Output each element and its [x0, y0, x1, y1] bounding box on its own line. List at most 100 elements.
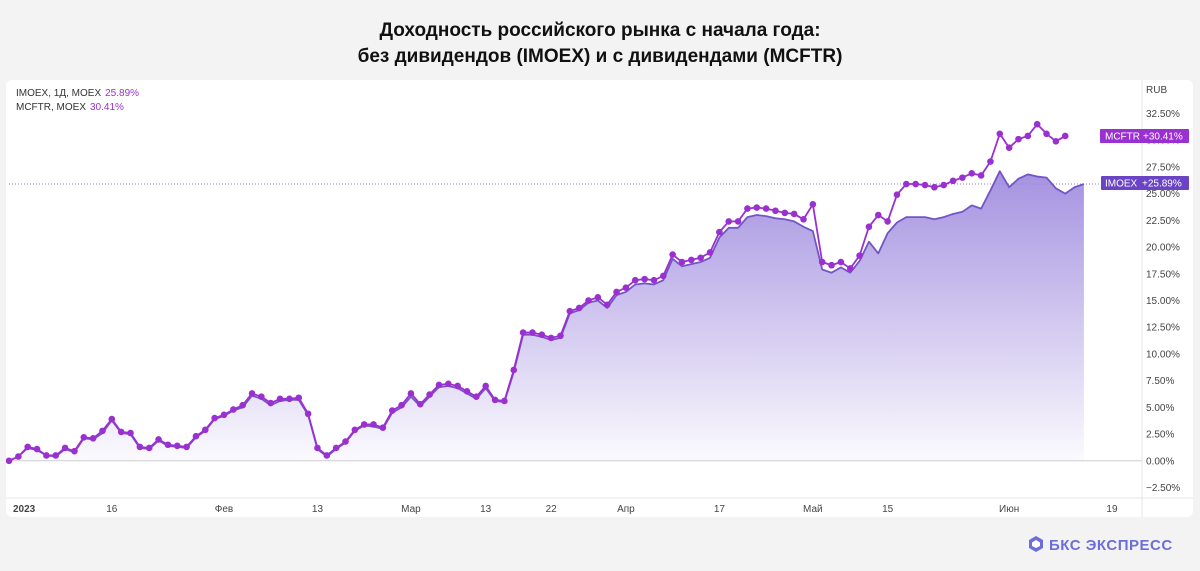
mcftr-point — [594, 293, 602, 301]
y-tick-label: 0.00% — [1146, 456, 1174, 467]
mcftr-point — [61, 444, 69, 452]
mcftr-point — [557, 332, 564, 340]
mcftr-badge-value: +30.41% — [1143, 132, 1183, 143]
y-tick-label: 22.50% — [1146, 216, 1180, 227]
x-tick-label: 19 — [1106, 504, 1118, 515]
legend-imoex-label: IMOEX, 1Д, MOEX — [16, 88, 102, 99]
y-tick-label: 7.50% — [1146, 376, 1174, 387]
mcftr-point — [398, 401, 405, 409]
mcftr-point — [678, 258, 686, 266]
mcftr-point — [323, 452, 331, 459]
mcftr-point — [800, 215, 807, 223]
mcftr-point — [99, 427, 106, 435]
mcftr-point — [903, 180, 910, 188]
mcftr-point — [688, 256, 695, 264]
y-tick-label: −2.50% — [1146, 483, 1180, 494]
brand-logo: БКС ЭКСПРЕСС — [1027, 535, 1173, 554]
mcftr-point — [697, 254, 704, 262]
y-tick-label: 32.50% — [1146, 109, 1180, 120]
mcftr-point — [650, 276, 658, 284]
x-tick-label: Апр — [617, 504, 635, 515]
mcftr-point — [304, 410, 312, 418]
x-tick-label: 13 — [480, 504, 492, 515]
mcftr-point — [706, 249, 714, 256]
mcftr-point — [52, 452, 60, 459]
mcftr-point — [164, 441, 172, 449]
mcftr-point — [501, 397, 508, 405]
legend-mcftr[interactable]: MCFTR, MOEX 30.41% — [16, 102, 124, 113]
mcftr-point — [43, 452, 50, 459]
mcftr-point — [846, 265, 854, 272]
mcftr-point — [631, 276, 639, 284]
mcftr-point — [15, 453, 22, 460]
mcftr-point — [940, 181, 948, 189]
value-badges: MCFTR +30.41% IMOEX +25.89% — [1100, 129, 1189, 190]
mcftr-point — [753, 204, 761, 211]
x-tick-label: Май — [803, 504, 823, 515]
x-tick-label: Июн — [999, 504, 1019, 515]
mcftr-point — [435, 381, 443, 389]
chart-title-line-1: Доходность российского рынка с начала го… — [379, 20, 821, 41]
legend-mcftr-value: 30.41% — [90, 102, 124, 113]
mcftr-point — [89, 435, 97, 442]
mcftr-point — [762, 205, 770, 212]
mcftr-point — [987, 158, 994, 165]
mcftr-point — [108, 415, 116, 423]
mcftr-point — [117, 428, 125, 436]
y-tick-label: 15.00% — [1146, 296, 1180, 307]
mcftr-point — [1024, 132, 1032, 140]
x-tick-label: Мар — [401, 504, 421, 515]
mcftr-point — [295, 394, 303, 402]
mcftr-point — [744, 205, 751, 212]
chart-title-line-2: без дивидендов (IMOEX) и с дивидендами (… — [357, 46, 843, 67]
mcftr-point — [71, 447, 78, 455]
mcftr-point — [454, 382, 461, 390]
mcftr-point — [538, 331, 546, 338]
y-tick-label: 10.00% — [1146, 349, 1180, 360]
mcftr-point — [276, 395, 284, 403]
mcftr-point — [781, 209, 789, 217]
mcftr-point — [575, 304, 583, 312]
x-tick-label: 2023 — [13, 504, 36, 515]
legend-imoex[interactable]: IMOEX, 1Д, MOEX 25.89% — [16, 88, 139, 99]
x-tick-label: 15 — [882, 504, 894, 515]
mcftr-point — [426, 391, 433, 398]
mcftr-point — [1015, 135, 1022, 143]
mcftr-point — [921, 181, 929, 189]
currency-label: RUB — [1146, 85, 1167, 96]
mcftr-point — [977, 172, 985, 179]
mcftr-point — [529, 329, 536, 336]
mcftr-point — [809, 201, 817, 208]
legend-mcftr-label: MCFTR, MOEX — [16, 102, 86, 113]
mcftr-point — [463, 388, 471, 395]
mcftr-point — [370, 421, 377, 428]
mcftr-point — [1043, 130, 1050, 138]
mcftr-point — [267, 399, 275, 407]
mcftr-point — [473, 393, 480, 400]
y-tick-label: 20.00% — [1146, 243, 1180, 254]
mcftr-point — [145, 444, 153, 452]
mcftr-badge-name: MCFTR — [1105, 132, 1140, 143]
mcftr-point — [547, 334, 555, 342]
mcftr-point — [1052, 137, 1060, 145]
mcftr-point — [136, 443, 144, 451]
y-tick-label: 5.00% — [1146, 403, 1174, 414]
mcftr-point — [192, 432, 200, 440]
mcftr-point — [837, 258, 845, 266]
x-tick-label: 13 — [312, 504, 324, 515]
mcftr-point — [351, 426, 359, 434]
mcftr-point — [342, 438, 349, 445]
y-tick-label: 2.50% — [1146, 430, 1174, 441]
mcftr-point — [884, 218, 891, 225]
x-tick-label: Фев — [215, 504, 233, 515]
brand-text: БКС ЭКСПРЕСС — [1049, 537, 1173, 554]
mcftr-point — [360, 421, 368, 428]
mcftr-point — [856, 252, 863, 259]
mcftr-point — [959, 174, 966, 181]
mcftr-point — [183, 443, 190, 451]
mcftr-point — [24, 443, 31, 451]
mcftr-point — [519, 329, 527, 336]
chart-svg[interactable]: RUB 32.50%30.00%27.50%25.00%22.50%20.00%… — [6, 80, 1193, 517]
mcftr-point — [912, 180, 919, 188]
x-tick-label: 17 — [714, 504, 726, 515]
